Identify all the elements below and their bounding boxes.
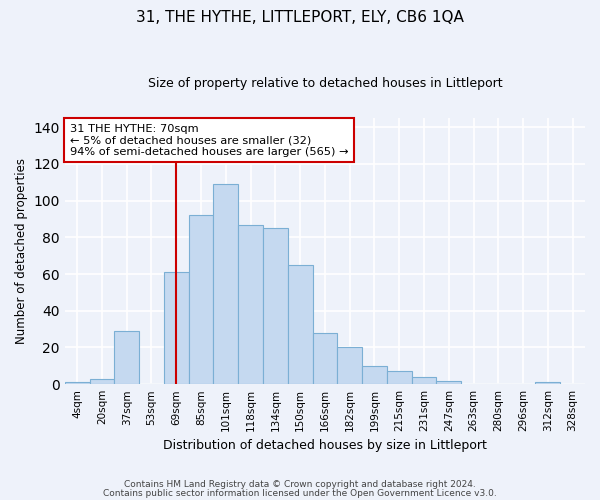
Bar <box>436 380 461 384</box>
Bar <box>535 382 560 384</box>
Title: Size of property relative to detached houses in Littleport: Size of property relative to detached ho… <box>148 78 502 90</box>
Bar <box>313 333 337 384</box>
Y-axis label: Number of detached properties: Number of detached properties <box>15 158 28 344</box>
Bar <box>362 366 387 384</box>
Bar <box>337 348 362 384</box>
Bar <box>164 272 188 384</box>
Bar <box>412 377 436 384</box>
Bar <box>214 184 238 384</box>
Text: Contains public sector information licensed under the Open Government Licence v3: Contains public sector information licen… <box>103 489 497 498</box>
Bar <box>288 265 313 384</box>
Bar <box>387 372 412 384</box>
Bar <box>115 331 139 384</box>
Bar <box>65 382 89 384</box>
Text: 31 THE HYTHE: 70sqm
← 5% of detached houses are smaller (32)
94% of semi-detache: 31 THE HYTHE: 70sqm ← 5% of detached hou… <box>70 124 348 157</box>
Text: 31, THE HYTHE, LITTLEPORT, ELY, CB6 1QA: 31, THE HYTHE, LITTLEPORT, ELY, CB6 1QA <box>136 10 464 25</box>
Bar <box>238 224 263 384</box>
Bar <box>89 378 115 384</box>
Bar <box>263 228 288 384</box>
X-axis label: Distribution of detached houses by size in Littleport: Distribution of detached houses by size … <box>163 440 487 452</box>
Text: Contains HM Land Registry data © Crown copyright and database right 2024.: Contains HM Land Registry data © Crown c… <box>124 480 476 489</box>
Bar <box>188 216 214 384</box>
